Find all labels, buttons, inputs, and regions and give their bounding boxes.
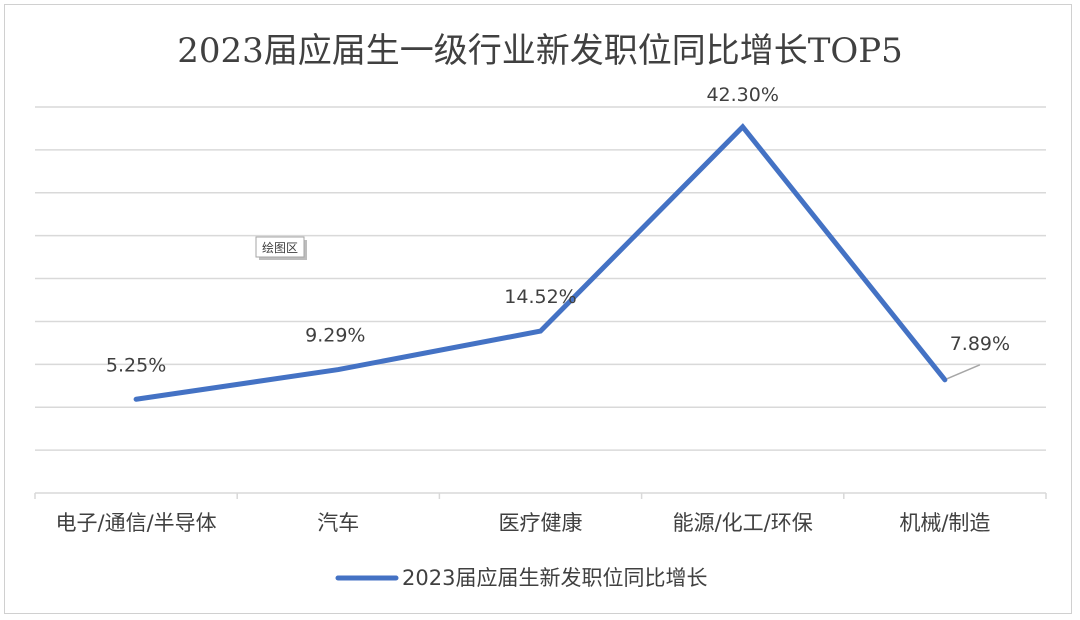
category-label: 汽车 [317,511,359,535]
chart-title: 2023届应届生一级行业新发职位同比增长TOP5 [177,31,903,71]
data-label: 9.29% [305,325,365,347]
gridlines [35,106,1046,451]
category-label: 电子/通信/半导体 [56,511,217,535]
category-label: 医疗健康 [499,511,583,535]
series-line [133,123,948,402]
category-labels: 电子/通信/半导体 汽车 医疗健康 能源/化工/环保 机械/制造 [56,511,991,535]
legend-label: 2023届应届生新发职位同比增长 [402,566,707,590]
category-label: 能源/化工/环保 [673,511,813,535]
data-label: 7.89% [950,333,1010,355]
tooltip-box [255,236,305,258]
category-label: 机械/制造 [899,511,990,535]
legend: 2023届应届生新发职位同比增长 [335,566,707,590]
chart-frame [4,4,1072,614]
data-label: 42.30% [706,84,778,106]
tooltip-text: 绘图区 [262,240,298,255]
series-layer: 5.25% 9.29% 14.52% 42.30% 7.89% [106,84,1010,402]
data-label: 14.52% [504,286,576,308]
data-label-leader [946,364,981,380]
x-axis [34,492,1047,499]
data-label: 5.25% [106,354,166,376]
plot-area-tooltip: 绘图区 [255,236,307,260]
